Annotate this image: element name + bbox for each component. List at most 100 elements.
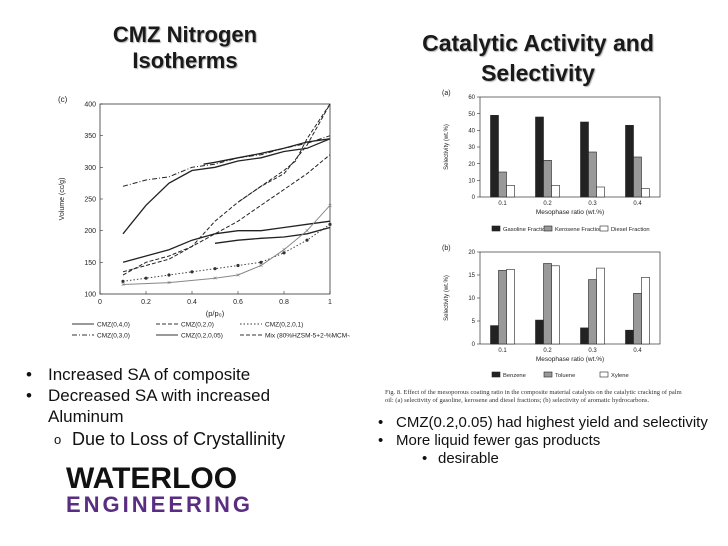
left-title-line-1: CMZ Nitrogen — [112, 22, 258, 47]
y-tick-label: 0 — [472, 195, 476, 201]
bullet-dot-icon: • — [26, 365, 32, 384]
x-tick-label: 0.4 — [187, 299, 197, 306]
bar — [596, 267, 605, 345]
selectivity-fractions-chart: (a) 0 10 20 30 40 50 60 Selectivity (wt.%) 0.1 0.2… — [442, 90, 661, 233]
left-bullet-list: • Increased SA of composite • Decreased … — [26, 364, 366, 450]
left-bullet-2: • Decreased SA with increased Aluminum — [26, 385, 366, 427]
bar — [580, 121, 589, 198]
x-tick-label: 0.2 — [543, 348, 552, 354]
right-title: Catalytic Activity and Selectivity — [378, 28, 698, 88]
x-tick-label: 0.3 — [588, 348, 597, 354]
y-tick-label: 20 — [468, 162, 475, 168]
bullet-dot-icon: • — [378, 414, 384, 431]
panel-label: (c) — [58, 95, 68, 104]
legend-swatch — [599, 371, 609, 378]
legend-swatch — [491, 371, 501, 378]
bar — [625, 125, 634, 198]
plot-frame — [99, 103, 331, 295]
data-point: × — [121, 282, 125, 289]
isotherm-line — [122, 220, 331, 263]
legend-label: Benzene — [503, 373, 526, 379]
bar — [580, 327, 589, 345]
y-tick-label: 40 — [468, 129, 475, 135]
y-tick-label: 15 — [468, 273, 475, 279]
x-axis-label: Mesophase ratio (wt.%) — [536, 356, 604, 363]
logo-line-2: ENGINEERING — [66, 492, 254, 517]
legend-label: CMZ(0,3,0) — [97, 333, 130, 340]
legend-label: Gasoline Fraction — [503, 227, 548, 233]
data-point: × — [236, 273, 240, 280]
bar — [588, 279, 597, 345]
data-point: × — [259, 263, 263, 270]
data-point: × — [213, 276, 217, 283]
y-tick-label: 20 — [468, 250, 475, 256]
y-tick-label: 150 — [84, 260, 96, 267]
left-title-line-2: Isotherms — [132, 48, 238, 73]
left-bullet-2-text: Decreased SA with increased Aluminum — [48, 386, 271, 426]
x-tick-label: 1 — [328, 299, 332, 306]
x-tick-label: 0.8 — [279, 299, 289, 306]
circle-bullet-icon: o — [54, 432, 62, 447]
bar — [535, 116, 544, 198]
bar — [551, 185, 560, 198]
bullet-dot-icon: • — [378, 432, 384, 449]
isotherm-chart: (c) 100 150 200 250 300 350 400 0 0.2 0.4 0.6 0.8 1 (p… — [58, 95, 350, 340]
legend-label: Xylene — [611, 373, 629, 379]
bar — [490, 115, 499, 198]
x-tick-label: 0.2 — [141, 299, 151, 306]
left-title: CMZ Nitrogen Isotherms — [70, 22, 300, 74]
isotherm-line — [203, 138, 331, 165]
y-tick-label: 10 — [468, 296, 475, 302]
legend-label: Toluene — [555, 373, 575, 379]
isotherm-line — [122, 138, 331, 235]
isotherm-line — [237, 103, 331, 203]
isotherm-line — [122, 154, 331, 276]
figure-caption: Fig. 8. Effect of the mesoporous coating… — [385, 389, 682, 404]
left-sub-bullet: o Due to Loss of Crystallinity — [54, 429, 366, 450]
bar — [588, 151, 597, 198]
isotherm-line — [122, 135, 331, 187]
legend-swatch — [599, 225, 609, 232]
isotherm-line — [122, 103, 331, 273]
y-tick-label: 30 — [468, 145, 475, 151]
legend-swatch — [491, 225, 501, 232]
right-sub-bullet-text: desirable — [438, 450, 499, 467]
right-bullet-2: • More liquid fewer gas products — [378, 432, 718, 450]
data-point — [282, 251, 286, 255]
legend-label: Kerosene Fraction — [555, 227, 602, 233]
y-tick-label: 10 — [468, 179, 475, 185]
y-tick-label: 250 — [84, 197, 96, 204]
bar — [543, 263, 552, 345]
bar — [625, 329, 634, 345]
right-bullet-1: • CMZ(0.2,0.05) had highest yield and se… — [378, 414, 718, 432]
bar — [506, 269, 515, 345]
x-axis-label: Mesophase ratio (wt.%) — [536, 209, 604, 216]
y-axis-label: Volume (cc/g) — [59, 178, 66, 221]
bar — [641, 188, 650, 198]
y-axis-label: Selectivity (wt.%) — [444, 124, 450, 170]
data-point: × — [167, 280, 171, 287]
panel-label: (b) — [442, 245, 451, 252]
bar — [551, 265, 560, 345]
data-point — [167, 273, 171, 277]
bar — [498, 171, 507, 198]
y-tick-label: 400 — [84, 102, 96, 109]
bar — [641, 276, 650, 345]
legend-swatch — [543, 371, 553, 378]
x-tick-label: 0.4 — [633, 348, 642, 354]
panel-label: (a) — [442, 90, 451, 97]
logo-line-1: WATERLOO — [66, 462, 238, 495]
left-bullet-1: • Increased SA of composite — [26, 364, 366, 385]
y-tick-label: 100 — [84, 292, 96, 299]
x-axis-label: (p/p₀) — [206, 309, 225, 318]
right-bullet-list: • CMZ(0.2,0.05) had highest yield and se… — [378, 414, 718, 468]
y-tick-label: 5 — [472, 319, 476, 325]
x-tick-label: 0.3 — [588, 201, 597, 207]
bar — [490, 325, 499, 345]
y-axis-label: Selectivity (wt.%) — [444, 275, 450, 321]
bar — [596, 186, 605, 198]
bullet-dot-icon: • — [422, 450, 428, 467]
data-point — [236, 263, 240, 268]
isotherm-line — [214, 226, 331, 244]
bar — [498, 270, 507, 345]
